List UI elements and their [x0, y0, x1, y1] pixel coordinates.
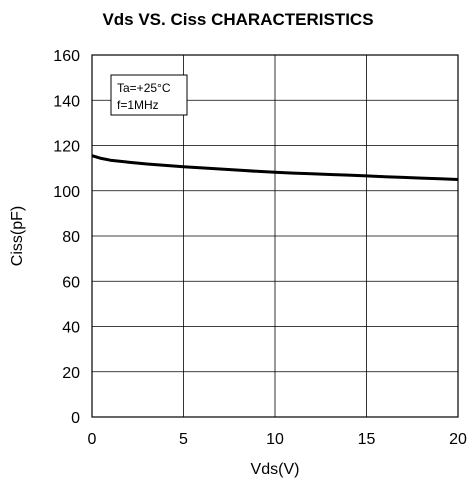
y-tick-label-120: 120	[53, 139, 80, 156]
y-tick-label-0: 0	[71, 410, 80, 427]
x-axis-label: Vds(V)	[251, 461, 300, 478]
x-tick-labels: 0 5 10 15 20	[88, 431, 467, 448]
grid-lines	[92, 55, 458, 417]
plot-frame	[91, 54, 459, 418]
x-tick-label-20: 20	[449, 431, 467, 448]
series-layer	[91, 154, 459, 181]
y-tick-label-40: 40	[62, 320, 80, 337]
y-tick-label-80: 80	[62, 229, 80, 246]
series-line-0	[91, 154, 459, 181]
condition-annotation: Ta=+25°C f=1MHz	[110, 74, 188, 116]
x-tick-label-10: 10	[266, 431, 284, 448]
annotation-frequency: f=1MHz	[117, 98, 159, 112]
y-tick-label-60: 60	[62, 274, 80, 291]
y-tick-label-100: 100	[53, 184, 80, 201]
x-tick-label-15: 15	[358, 431, 376, 448]
chart-title: Vds VS. Ciss CHARACTERISTICS	[102, 10, 373, 29]
y-tick-label-140: 140	[53, 93, 80, 110]
x-tick-label-5: 5	[179, 431, 188, 448]
y-tick-label-20: 20	[62, 365, 80, 382]
annotation-frame	[110, 74, 188, 116]
y-tick-label-160: 160	[53, 48, 80, 65]
x-tick-label-0: 0	[88, 431, 97, 448]
y-axis-label: Ciss(pF)	[9, 206, 26, 266]
annotation-temperature: Ta=+25°C	[117, 81, 171, 95]
y-tick-labels: 0 20 40 60 80 100 120 140 160	[53, 48, 80, 427]
